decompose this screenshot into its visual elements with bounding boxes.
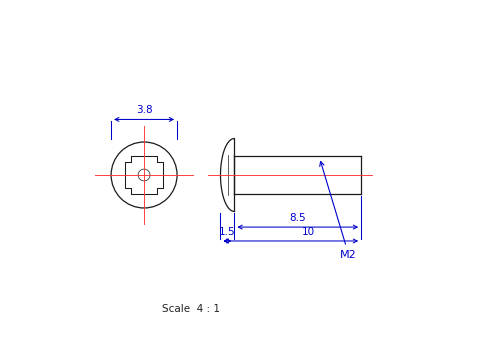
Text: 3.8: 3.8 bbox=[136, 105, 152, 114]
Text: 8.5: 8.5 bbox=[290, 213, 306, 223]
Text: 10: 10 bbox=[302, 227, 314, 237]
Text: M2: M2 bbox=[320, 161, 357, 260]
Text: Scale  4 : 1: Scale 4 : 1 bbox=[162, 304, 220, 314]
Text: 1.5: 1.5 bbox=[219, 227, 236, 237]
